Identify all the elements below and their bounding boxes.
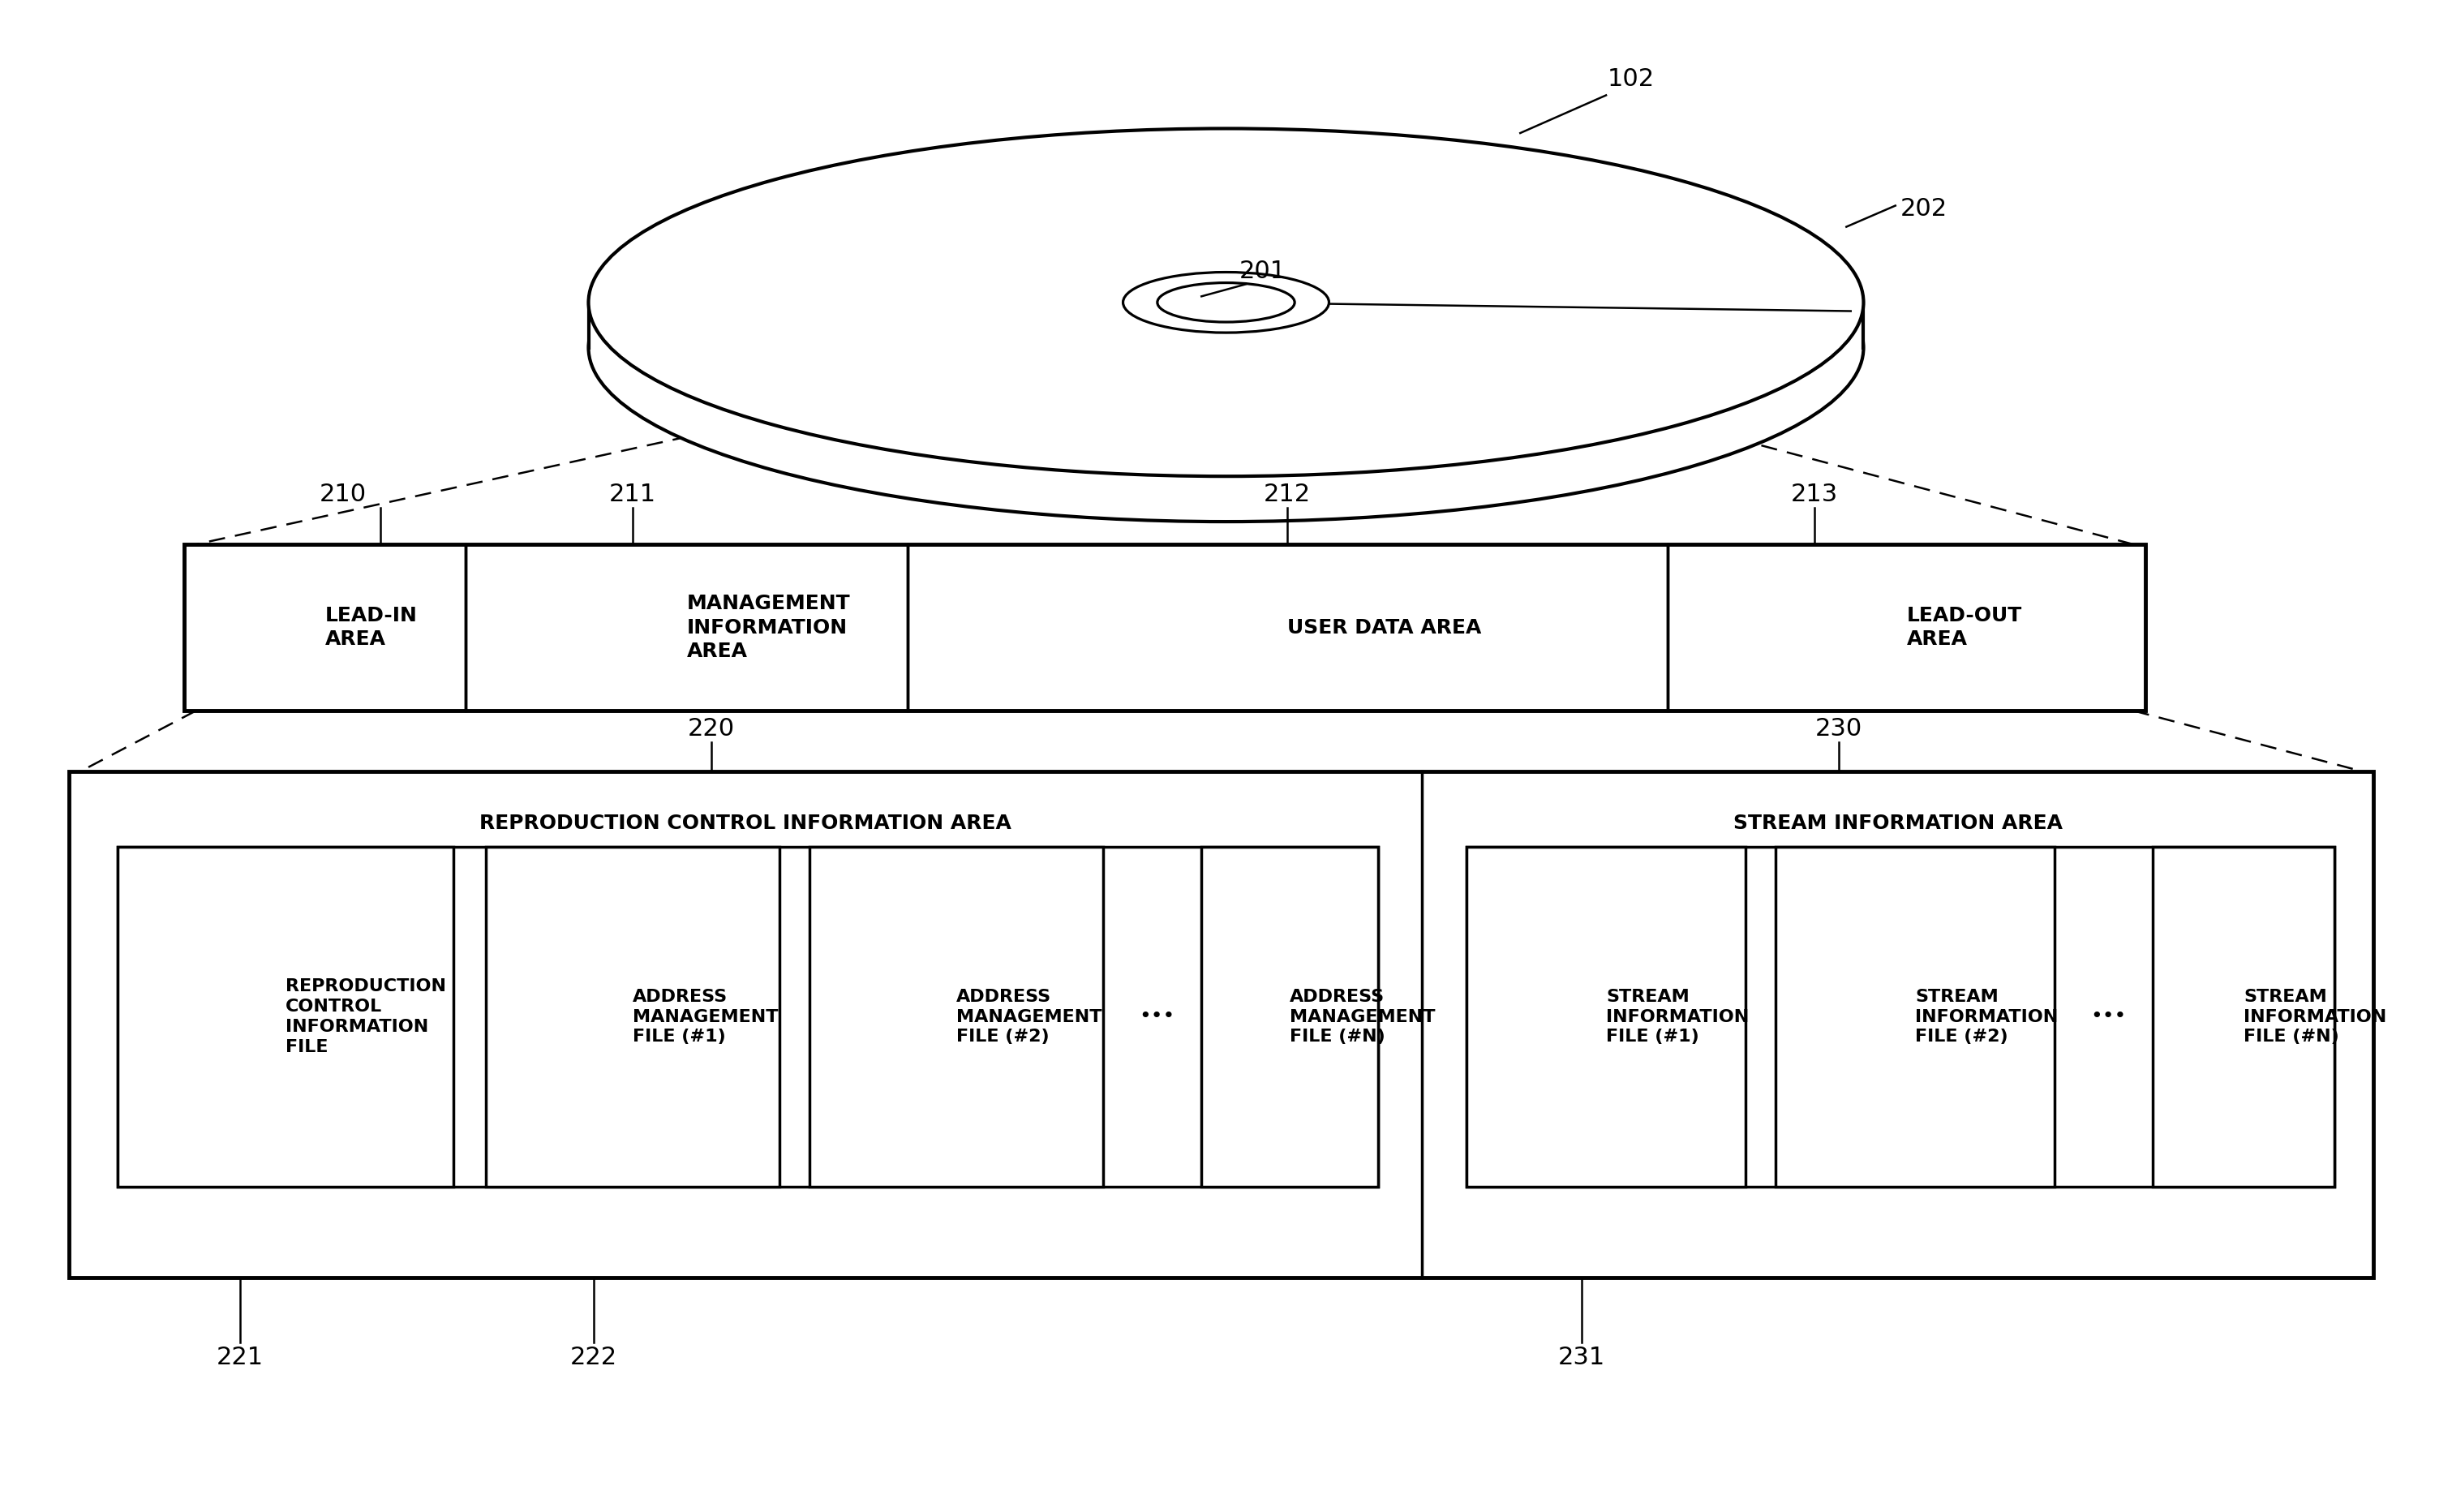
Text: 222: 222: [569, 1346, 618, 1370]
Ellipse shape: [1157, 283, 1295, 322]
Text: LEAD-IN
AREA: LEAD-IN AREA: [324, 606, 417, 649]
FancyBboxPatch shape: [1201, 847, 1378, 1187]
Text: MANAGEMENT
INFORMATION
AREA: MANAGEMENT INFORMATION AREA: [687, 594, 851, 661]
Text: 211: 211: [608, 482, 657, 507]
Text: REPRODUCTION CONTROL INFORMATION AREA: REPRODUCTION CONTROL INFORMATION AREA: [481, 813, 1010, 833]
FancyBboxPatch shape: [2153, 847, 2334, 1187]
Text: LEAD-OUT
AREA: LEAD-OUT AREA: [1908, 606, 2023, 649]
Text: 102: 102: [1606, 67, 1655, 91]
Text: ADDRESS
MANAGEMENT
FILE (#N): ADDRESS MANAGEMENT FILE (#N): [1290, 989, 1434, 1045]
FancyBboxPatch shape: [809, 847, 1103, 1187]
FancyBboxPatch shape: [118, 847, 1378, 1187]
Text: REPRODUCTION
CONTROL
INFORMATION
FILE: REPRODUCTION CONTROL INFORMATION FILE: [284, 978, 446, 1055]
Text: 202: 202: [1900, 197, 1947, 221]
Text: 221: 221: [216, 1346, 265, 1370]
Text: ADDRESS
MANAGEMENT
FILE (#2): ADDRESS MANAGEMENT FILE (#2): [956, 989, 1101, 1045]
Ellipse shape: [588, 129, 1864, 476]
FancyBboxPatch shape: [588, 302, 1864, 348]
Text: 210: 210: [319, 482, 368, 507]
Text: •••: •••: [1140, 1007, 1175, 1025]
FancyBboxPatch shape: [184, 544, 2146, 711]
FancyBboxPatch shape: [1466, 847, 2334, 1187]
Text: STREAM
INFORMATION
FILE (#2): STREAM INFORMATION FILE (#2): [1915, 989, 2057, 1045]
Text: 231: 231: [1557, 1346, 1606, 1370]
FancyBboxPatch shape: [485, 847, 780, 1187]
Text: 230: 230: [1814, 717, 1864, 741]
FancyBboxPatch shape: [1775, 847, 2055, 1187]
Text: •••: •••: [2092, 1007, 2126, 1025]
Ellipse shape: [1123, 272, 1329, 333]
Text: 213: 213: [1790, 482, 1839, 507]
Text: 201: 201: [1238, 259, 1287, 283]
Text: ADDRESS
MANAGEMENT
FILE (#1): ADDRESS MANAGEMENT FILE (#1): [633, 989, 777, 1045]
Text: 212: 212: [1263, 482, 1312, 507]
Text: STREAM
INFORMATION
FILE (#N): STREAM INFORMATION FILE (#N): [2244, 989, 2386, 1045]
FancyBboxPatch shape: [1466, 847, 1746, 1187]
Ellipse shape: [588, 174, 1864, 522]
Text: 220: 220: [687, 717, 736, 741]
Text: STREAM INFORMATION AREA: STREAM INFORMATION AREA: [1734, 813, 2062, 833]
Text: STREAM
INFORMATION
FILE (#1): STREAM INFORMATION FILE (#1): [1606, 989, 1748, 1045]
FancyBboxPatch shape: [118, 847, 454, 1187]
Text: USER DATA AREA: USER DATA AREA: [1287, 618, 1481, 637]
FancyBboxPatch shape: [69, 771, 2374, 1278]
